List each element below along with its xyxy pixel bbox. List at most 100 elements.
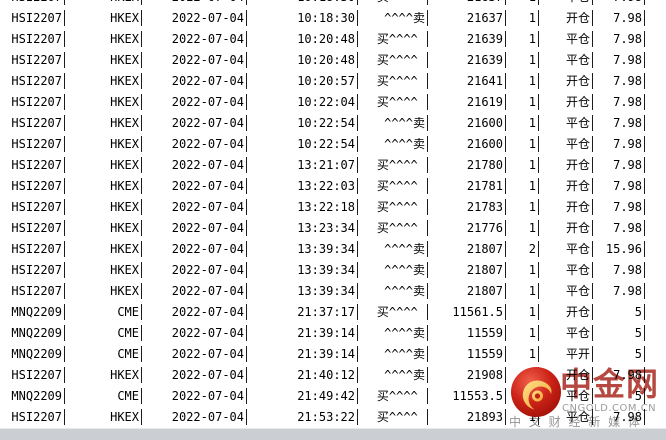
table-row[interactable]: HSI2207 HKEX 2022-07-04 10:20:48 买^^^^ 21639… (0, 50, 666, 71)
cell-exchange: CME (65, 323, 142, 344)
cell-contract: HSI2207 (0, 281, 65, 302)
cell-price: 21600 (428, 113, 506, 134)
table-row[interactable]: HSI2207 HKEX 2022-07-04 13:22:03 买^^^^ 21781… (0, 176, 666, 197)
cell-direction: ^^^^卖 (358, 281, 428, 302)
cell-fee: 5 (593, 302, 645, 323)
cell-direction: ^^^^卖 (358, 113, 428, 134)
cell-price: 21639 (428, 50, 506, 71)
cell-contract: HSI2207 (0, 365, 65, 386)
cell-fee: 7.98 (593, 0, 645, 7)
table-row[interactable]: MNQ2209 CME 2022-07-04 21:49:42 买^^^^ 11553.… (0, 386, 666, 407)
table-row[interactable]: HSI2207 HKEX 2022-07-04 21:40:12 ^^^^卖 21908 1… (0, 365, 666, 386)
cell-qty: 1 (506, 134, 539, 155)
horizontal-scrollbar[interactable] (0, 428, 666, 440)
cell-contract: HSI2207 (0, 71, 65, 92)
cell-date: 2022-07-04 (142, 0, 247, 7)
cell-offset: 平仓 (539, 50, 593, 71)
cell-qty: 1 (506, 260, 539, 281)
table-row[interactable]: HSI2207 HKEX 2022-07-04 10:22:04 买^^^^ 21619… (0, 92, 666, 113)
cell-fee: 7.98 (593, 260, 645, 281)
cell-time: 10:20:48 (247, 29, 358, 50)
cell-qty: 1 (506, 8, 539, 29)
cell-contract: HSI2207 (0, 407, 65, 428)
cell-price: 21641 (428, 71, 506, 92)
cell-direction: 买^^^^ (358, 50, 428, 71)
cell-qty: 1 (506, 302, 539, 323)
cell-time: 13:21:07 (247, 155, 358, 176)
table-row[interactable]: HSI2207 HKEX 2022-07-04 21:53:22 买^^^^ 21893… (0, 407, 666, 428)
cell-exchange: HKEX (65, 239, 142, 260)
cell-offset: 开仓 (539, 8, 593, 29)
cell-exchange: HKEX (65, 218, 142, 239)
table-row[interactable]: MNQ2209 CME 2022-07-04 21:39:14 ^^^^卖 11559 1 平… (0, 344, 666, 365)
table-row[interactable]: HSI2207 HKEX 2022-07-04 10:18:30 ^^^^卖 21637 1… (0, 8, 666, 29)
cell-date: 2022-07-04 (142, 92, 247, 113)
table-row[interactable]: HSI2207 HKEX 2022-07-04 10:22:54 ^^^^卖 21600 1… (0, 134, 666, 155)
cell-price: 21807 (428, 281, 506, 302)
table-row[interactable]: HSI2207 HKEX 2022-07-04 13:22:18 买^^^^ 21783… (0, 197, 666, 218)
table-row[interactable]: MNQ2209 CME 2022-07-04 21:37:17 买^^^^ 11561.… (0, 302, 666, 323)
cell-contract: HSI2207 (0, 260, 65, 281)
table-row[interactable]: HSI2207 HKEX 2022-07-04 13:39:34 ^^^^卖 21807 2… (0, 239, 666, 260)
cell-offset: 开仓 (539, 71, 593, 92)
cell-qty: 1 (506, 176, 539, 197)
cell-exchange: CME (65, 302, 142, 323)
table-row[interactable]: MNQ2209 CME 2022-07-04 21:39:14 ^^^^卖 11559 1 平… (0, 323, 666, 344)
cell-price: 21776 (428, 218, 506, 239)
cell-offset: 平仓 (539, 113, 593, 134)
cell-time: 13:39:34 (247, 239, 358, 260)
cell-exchange: HKEX (65, 134, 142, 155)
cell-exchange: HKEX (65, 260, 142, 281)
cell-time: 10:22:04 (247, 92, 358, 113)
cell-date: 2022-07-04 (142, 239, 247, 260)
cell-contract: HSI2207 (0, 0, 65, 7)
cell-exchange: HKEX (65, 113, 142, 134)
cell-price: 21807 (428, 239, 506, 260)
cell-price: 21908 (428, 365, 506, 386)
cell-qty: 1 (506, 344, 539, 365)
cell-exchange: HKEX (65, 407, 142, 428)
cell-exchange: HKEX (65, 176, 142, 197)
cell-fee: 7.98 (593, 92, 645, 113)
cell-price: 11559 (428, 344, 506, 365)
cell-date: 2022-07-04 (142, 302, 247, 323)
cell-date: 2022-07-04 (142, 134, 247, 155)
cell-fee: 7.98 (593, 176, 645, 197)
table-row[interactable]: HSI2207 HKEX 2022-07-04 10:20:48 买^^^^ 21639… (0, 29, 666, 50)
cell-date: 2022-07-04 (142, 29, 247, 50)
table-row[interactable]: HSI2207 HKEX 2022-07-04 13:21:07 买^^^^ 21780… (0, 155, 666, 176)
cell-contract: HSI2207 (0, 113, 65, 134)
cell-date: 2022-07-04 (142, 218, 247, 239)
cell-direction: 买^^^^ (358, 407, 428, 428)
cell-contract: HSI2207 (0, 8, 65, 29)
cell-direction: ^^^^卖 (358, 134, 428, 155)
cell-date: 2022-07-04 (142, 407, 247, 428)
cell-price: 11559 (428, 323, 506, 344)
cell-time: 10:18:30 (247, 0, 358, 7)
cell-price: 21619 (428, 92, 506, 113)
table-row[interactable]: HSI2207 HKEX 2022-07-04 13:39:34 ^^^^卖 21807 1… (0, 260, 666, 281)
cell-contract: HSI2207 (0, 92, 65, 113)
cell-offset: 平仓 (539, 260, 593, 281)
cell-qty: 1 (506, 323, 539, 344)
cell-date: 2022-07-04 (142, 155, 247, 176)
cell-qty: 2 (506, 239, 539, 260)
cell-date: 2022-07-04 (142, 50, 247, 71)
cell-direction: 买^^^^ (358, 0, 428, 7)
cell-qty: 1 (506, 71, 539, 92)
table-row[interactable]: HSI2207 HKEX 2022-07-04 10:20:57 买^^^^ 21641… (0, 71, 666, 92)
cell-date: 2022-07-04 (142, 176, 247, 197)
cell-qty: 1 (506, 281, 539, 302)
table-row[interactable]: HSI2207 HKEX 2022-07-04 13:39:34 ^^^^卖 21807 1… (0, 281, 666, 302)
cell-date: 2022-07-04 (142, 113, 247, 134)
table-row[interactable]: HSI2207 HKEX 2022-07-04 13:23:34 买^^^^ 21776… (0, 218, 666, 239)
cell-fee: 7.98 (593, 134, 645, 155)
table-row[interactable]: HSI2207 HKEX 2022-07-04 10:22:54 ^^^^卖 21600 1… (0, 113, 666, 134)
cell-time: 13:22:18 (247, 197, 358, 218)
cell-fee: 7.98 (593, 71, 645, 92)
cell-date: 2022-07-04 (142, 197, 247, 218)
